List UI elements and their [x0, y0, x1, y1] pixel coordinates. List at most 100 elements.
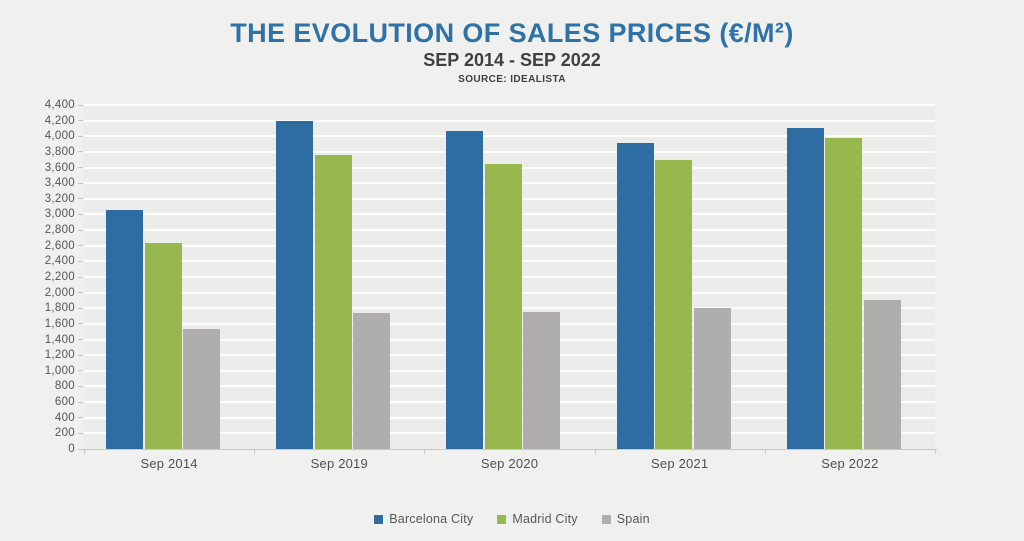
y-tick-label: 1,200: [44, 349, 75, 362]
y-tick-mark: [78, 229, 83, 231]
y-tick-label: 1,600: [44, 317, 75, 330]
bar-barcelona-city-sep-2021: [616, 142, 654, 449]
y-tick-row: 1,200: [0, 349, 84, 361]
y-tick-label: 3,000: [44, 208, 75, 221]
y-tick-label: 400: [54, 411, 75, 424]
x-axis-labels: Sep 2014 Sep 2019 Sep 2020 Sep 2021 Sep 2022: [84, 456, 935, 472]
bar-spain-sep-2019: [353, 312, 391, 449]
y-tick-label: 2,400: [44, 255, 75, 268]
y-tick-label: 2,000: [44, 286, 75, 299]
chart-title: THE EVOLUTION OF SALES PRICES (€/M²): [230, 18, 794, 48]
y-tick-row: 4,000: [0, 130, 84, 142]
y-tick-label: 0: [68, 443, 75, 455]
y-tick-label: 3,200: [44, 192, 75, 205]
bar-madrid-city-sep-2014: [144, 242, 182, 449]
y-tick-mark: [78, 307, 83, 309]
y-tick-row: 3,400: [0, 177, 84, 189]
y-tick-mark: [78, 245, 83, 247]
y-tick-label: 1,800: [44, 302, 75, 315]
y-tick-label: 800: [54, 380, 75, 393]
y-tick-row: 2,000: [0, 287, 84, 299]
y-tick-row: 2,800: [0, 224, 84, 236]
bar-madrid-city-sep-2019: [314, 155, 352, 449]
y-tick-label: 4,200: [44, 114, 75, 127]
y-tick-label: 2,200: [44, 271, 75, 283]
legend-label: Madrid City: [512, 512, 578, 526]
y-tick-mark: [78, 198, 83, 200]
x-tick-mark: [594, 449, 596, 454]
y-tick-row: 600: [0, 396, 84, 408]
y-tick-row: 2,400: [0, 255, 84, 267]
x-tick-mark: [254, 449, 256, 454]
legend-swatch-icon: [374, 514, 384, 524]
y-tick-mark: [78, 167, 83, 169]
x-tick-mark: [84, 449, 85, 454]
y-tick-mark: [78, 213, 83, 215]
bar-barcelona-city-sep-2014: [106, 209, 143, 449]
plot-area: [84, 104, 935, 449]
y-tick-label: 600: [54, 396, 75, 409]
y-tick-row: 1,800: [0, 302, 84, 314]
legend-label: Barcelona City: [389, 512, 474, 526]
y-tick-mark: [78, 401, 83, 403]
y-tick-row: 400: [0, 412, 84, 424]
legend-item-barcelona-city: Barcelona City: [374, 512, 473, 526]
y-tick-mark: [78, 370, 83, 372]
gridline: [84, 150, 935, 153]
y-tick-row: 3,000: [0, 208, 84, 220]
legend-item-spain: Spain: [601, 512, 650, 526]
bar-barcelona-city-sep-2022: [786, 127, 824, 449]
x-axis-line: [80, 449, 937, 450]
gridline: [84, 135, 935, 138]
y-tick-row: 3,600: [0, 162, 84, 174]
y-tick-mark: [78, 385, 83, 387]
y-tick-label: 4,400: [44, 99, 75, 111]
y-tick-label: 4,000: [44, 130, 75, 143]
y-tick-row: 1,600: [0, 318, 84, 330]
y-tick-mark: [78, 354, 83, 356]
legend: Barcelona City Madrid City Spain: [0, 512, 1024, 526]
y-tick-mark: [78, 292, 83, 294]
y-tick-mark: [78, 432, 83, 434]
y-tick-mark: [78, 417, 83, 419]
bar-madrid-city-sep-2021: [655, 159, 693, 449]
y-tick-row: 2,600: [0, 240, 84, 252]
x-tick-mark: [935, 449, 936, 454]
bar-barcelona-city-sep-2020: [446, 130, 484, 449]
bar-madrid-city-sep-2022: [825, 137, 863, 449]
y-tick-row: 3,800: [0, 146, 84, 158]
y-tick-label: 3,600: [44, 161, 75, 174]
y-tick-mark: [78, 135, 83, 137]
y-tick-row: 0: [0, 443, 84, 455]
bar-barcelona-city-sep-2019: [276, 120, 314, 449]
y-tick-mark: [78, 323, 83, 325]
y-tick-mark: [78, 260, 83, 262]
y-tick-mark: [78, 104, 83, 106]
x-category-label: Sep 2019: [310, 456, 368, 471]
x-category-label: Sep 2021: [651, 456, 709, 471]
legend-item-madrid-city: Madrid City: [497, 512, 578, 526]
gridline: [84, 104, 935, 106]
y-tick-mark: [78, 151, 83, 153]
x-tick-mark: [764, 449, 766, 454]
bar-spain-sep-2022: [863, 300, 901, 449]
chart-subtitle: SEP 2014 - SEP 2022: [423, 50, 601, 70]
y-tick-row: 800: [0, 380, 84, 392]
y-tick-label: 3,800: [44, 145, 75, 158]
x-category-label: Sep 2020: [480, 456, 539, 471]
legend-label: Spain: [616, 512, 650, 526]
y-tick-mark: [78, 339, 83, 341]
legend-swatch-icon: [601, 514, 611, 524]
y-tick-row: 3,200: [0, 193, 84, 205]
x-tick-mark: [424, 449, 426, 454]
y-tick-row: 1,400: [0, 334, 84, 346]
bar-madrid-city-sep-2020: [484, 163, 522, 449]
y-tick-row: 1,000: [0, 365, 84, 377]
x-category-label: Sep 2022: [821, 456, 879, 471]
bar-spain-sep-2020: [523, 312, 561, 449]
bar-spain-sep-2014: [183, 328, 220, 449]
y-tick-label: 1,400: [44, 333, 75, 346]
y-tick-mark: [78, 276, 83, 278]
y-tick-row: 2,200: [0, 271, 84, 283]
